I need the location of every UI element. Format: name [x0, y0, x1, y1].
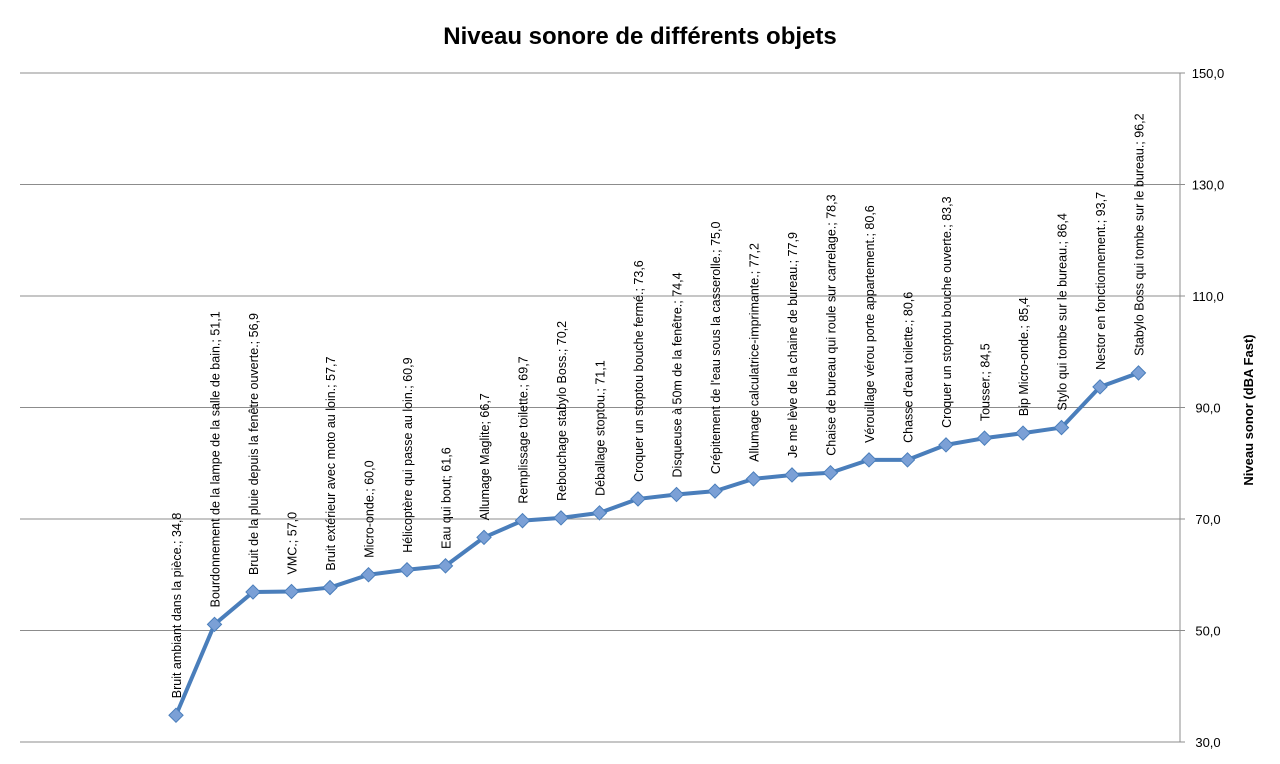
data-label: Stylo qui tombe sur le bureau.; 86,4: [1056, 213, 1070, 410]
data-label: Bruit de la pluie depuis la fenêtre ouve…: [247, 313, 261, 575]
data-point-marker: [1053, 419, 1070, 436]
y-axis-label: Niveau sonor (dBA Fast): [1241, 334, 1256, 485]
data-point-marker: [168, 707, 184, 724]
data-label: Allumage Maglite; 66,7: [478, 393, 492, 520]
data-point-marker: [283, 583, 300, 600]
data-point-marker: [553, 510, 569, 526]
y-tick-label: 150,0: [1192, 66, 1225, 81]
data-point-marker: [861, 452, 877, 468]
data-point-marker: [784, 467, 800, 483]
data-label: Je me lève de la chaine de bureau.; 77,9: [786, 232, 800, 458]
data-point-marker: [745, 471, 762, 487]
data-label: Stabylo Boss qui tombe sur le bureau.; 9…: [1133, 113, 1147, 356]
series-markers: [168, 365, 1147, 724]
data-label: Vérouillage vérou porte appartement.; 80…: [863, 205, 877, 443]
data-label: Micro-onde.; 60,0: [363, 460, 377, 557]
data-point-marker: [360, 566, 377, 583]
data-point-marker: [822, 464, 839, 481]
data-point-marker: [437, 558, 454, 574]
data-point-marker: [1130, 365, 1147, 381]
data-label: Eau qui bout; 61,6: [440, 447, 454, 549]
data-label: Bruit extérieur avec moto au loin.; 57,7: [324, 357, 338, 571]
data-point-marker: [399, 561, 415, 578]
data-point-marker: [206, 616, 223, 633]
y-axis-ticks: 30,0 50,0 70,0 90,0 110,0 130,0 150,0: [1179, 66, 1225, 750]
chart-title: Niveau sonore de différents objets: [443, 23, 836, 50]
data-point-marker: [514, 512, 531, 529]
data-point-marker: [899, 452, 916, 468]
y-tick-label: 90,0: [1195, 401, 1220, 416]
data-point-marker: [707, 483, 723, 499]
data-label: Bip Micro-onde.; 85,4: [1017, 297, 1031, 416]
data-label: Disqueuse à 50m de la fenêtre.; 74,4: [671, 272, 685, 477]
data-label: Chasse d'eau toilette.; 80,6: [902, 292, 916, 443]
data-label: Allumage calculatrice-imprimante.; 77,2: [748, 243, 762, 462]
y-tick-label: 50,0: [1195, 624, 1220, 639]
data-point-marker: [322, 579, 338, 596]
data-label: Croquer un stoptou bouche ouverte.; 83,3: [940, 196, 954, 427]
data-labels: Bruit ambiant dans la pièce.; 34,8 Bourdo…: [170, 113, 1147, 698]
data-point-marker: [1015, 425, 1031, 441]
data-point-marker: [976, 430, 993, 446]
series-line: [174, 371, 1140, 717]
data-label: Déballage stoptou.; 71,1: [594, 360, 608, 496]
series-line-path: [174, 371, 1140, 717]
data-point-marker: [938, 437, 954, 453]
data-label: Hélicoptère qui passe au loin.; 60,9: [401, 357, 415, 552]
data-point-marker: [476, 529, 492, 546]
data-label: Nestor en fonctionnement.; 93,7: [1094, 192, 1108, 370]
data-point-marker: [668, 486, 685, 503]
data-label: Tousser.; 84,5: [979, 343, 993, 421]
y-tick-label: 70,0: [1195, 512, 1220, 527]
data-label: Chaise de bureau qui roule sur carrelage…: [825, 194, 839, 455]
y-tick-label: 130,0: [1192, 178, 1225, 193]
data-label: Croquer un stoptou bouche fermé.; 73,6: [632, 260, 646, 482]
data-label: Crépitement de l'eau sous la casserolle.…: [709, 222, 723, 475]
data-label: Rebouchage stabylo Boss.; 70,2: [555, 321, 569, 501]
data-label: Bourdonnement de la lampe de la salle de…: [209, 311, 223, 607]
data-point-marker: [245, 584, 261, 600]
data-point-marker: [1092, 379, 1108, 395]
data-point-marker: [591, 505, 608, 521]
data-label: Remplissage toilette.; 69,7: [517, 356, 531, 503]
y-tick-label: 110,0: [1192, 289, 1224, 304]
y-tick-label: 30,0: [1195, 735, 1220, 750]
data-label: Bruit ambiant dans la pièce.; 34,8: [170, 513, 184, 699]
data-point-marker: [630, 491, 646, 507]
data-label: VMC.; 57,0: [286, 512, 300, 575]
